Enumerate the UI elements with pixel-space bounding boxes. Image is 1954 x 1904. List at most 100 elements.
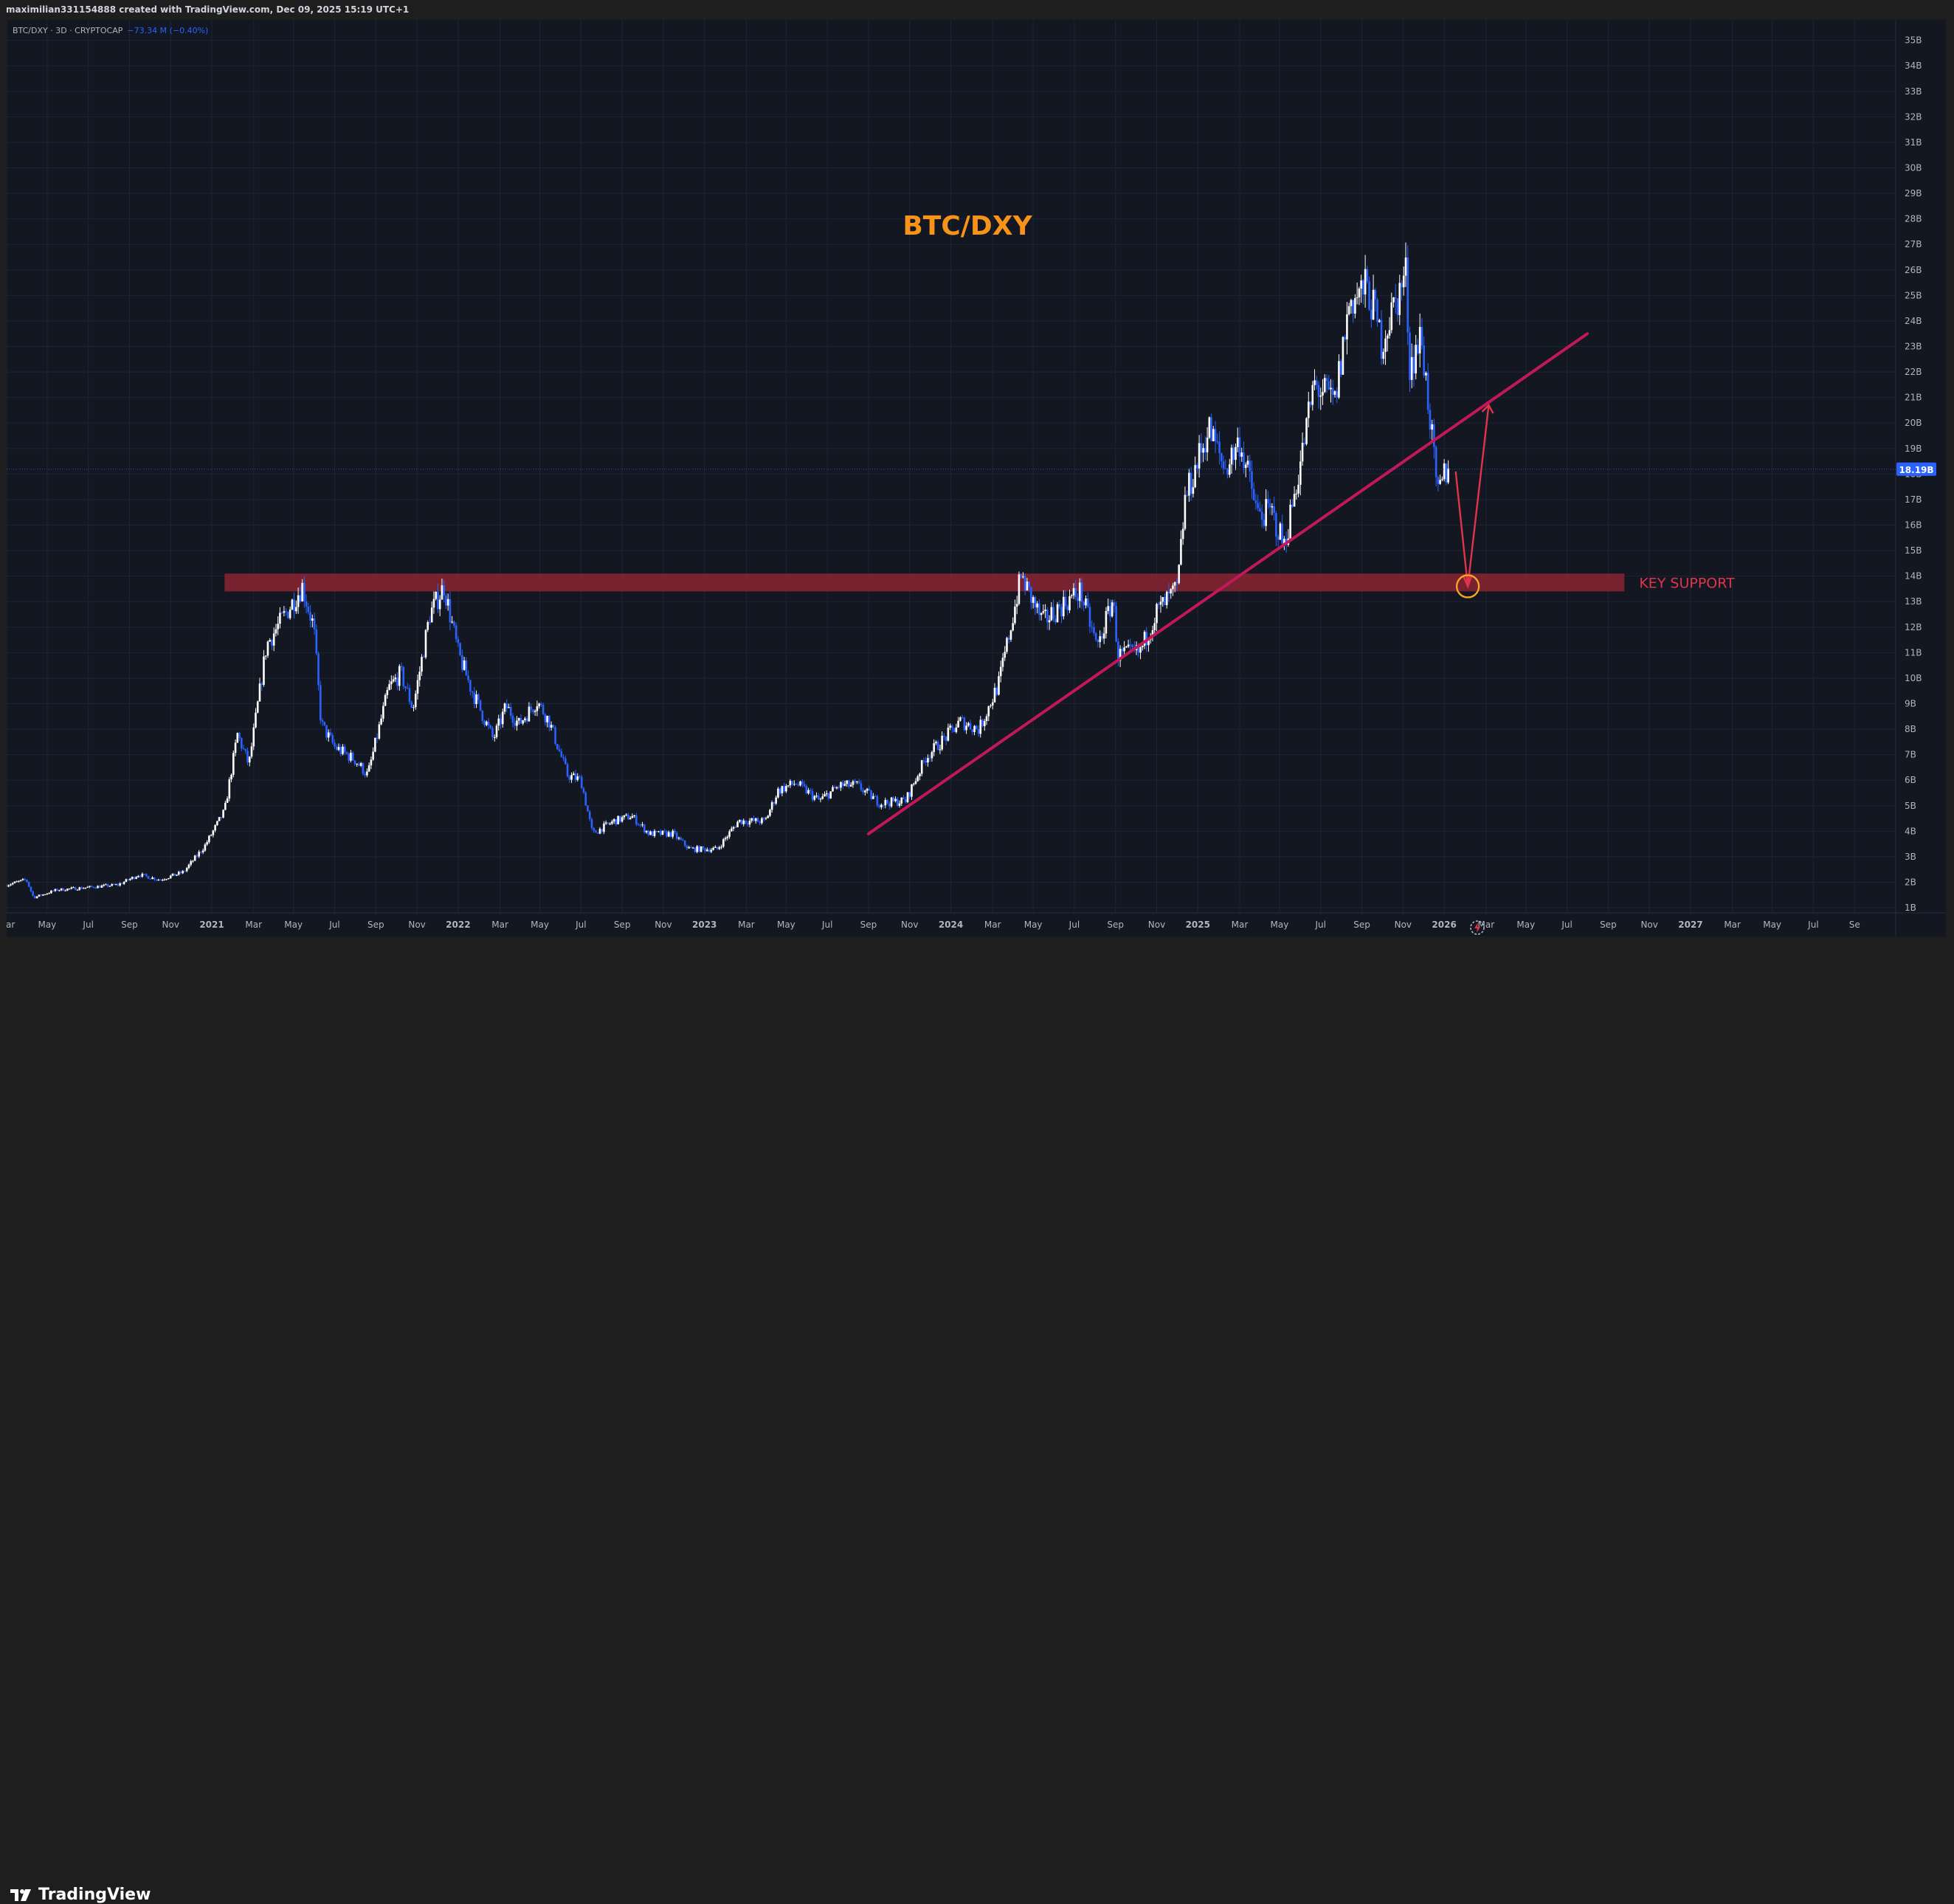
- candle-body: [1382, 351, 1385, 359]
- candle-body: [1339, 361, 1342, 375]
- candle-body: [641, 824, 643, 826]
- candle-body: [811, 791, 814, 800]
- btc-dxy-chart[interactable]: 35B 34B 33B 32B 31B 30B 29B 28B 27B 26B 25B 24B 23B 2…: [7, 20, 1946, 937]
- x-tick-label: Jul: [1561, 920, 1572, 930]
- candle-body: [56, 889, 58, 891]
- candle-body: [493, 737, 496, 738]
- candle-body: [669, 832, 672, 837]
- candle-body: [761, 818, 763, 824]
- candle-body: [179, 872, 182, 874]
- candle-body: [1254, 500, 1257, 503]
- candle-body: [356, 763, 358, 765]
- candle-body: [718, 847, 721, 849]
- candle-body: [1441, 479, 1443, 480]
- x-tick-label: Mar: [1232, 920, 1249, 930]
- symbol-info[interactable]: BTC/DXY · 3D · CRYPTOCAP: [13, 26, 123, 35]
- candle-body: [190, 860, 192, 865]
- candle-body: [416, 680, 419, 694]
- candle-body: [1277, 537, 1280, 540]
- candle-body: [1165, 591, 1168, 605]
- tradingview-logo[interactable]: TradingView: [9, 1886, 151, 1904]
- y-tick-label: 26B: [1905, 265, 1922, 275]
- candle-body: [898, 803, 901, 806]
- candle-body: [1018, 574, 1021, 604]
- candle-body: [421, 657, 423, 672]
- candle-body: [584, 793, 587, 806]
- candle-body: [860, 783, 863, 790]
- x-tick-label: May: [38, 920, 56, 930]
- candle-body: [372, 751, 374, 760]
- x-tick-label: May: [1516, 920, 1535, 930]
- x-tick-label: May: [1271, 920, 1289, 930]
- candle-body: [672, 830, 674, 837]
- candle-body: [509, 707, 512, 717]
- candle-body: [388, 684, 390, 691]
- x-tick-label: Mar: [1724, 920, 1741, 930]
- candle-body: [331, 735, 334, 743]
- candle-body: [690, 847, 692, 849]
- candle-body: [971, 729, 974, 732]
- candle-body: [1392, 297, 1395, 303]
- candle-body: [1354, 297, 1356, 314]
- candle-body: [414, 693, 417, 708]
- candle-body: [807, 790, 809, 794]
- x-tick-label: Sep: [121, 920, 138, 930]
- candle-body: [348, 753, 351, 761]
- x-tick-label: May: [1763, 920, 1781, 930]
- candle-body: [936, 742, 939, 751]
- candle-body: [256, 701, 259, 713]
- candle-body: [1412, 356, 1415, 373]
- x-tick-label: Nov: [655, 920, 672, 930]
- candle-body: [149, 878, 152, 880]
- candle-body: [1347, 306, 1350, 314]
- candle-body: [675, 832, 678, 839]
- candle-body: [987, 706, 990, 717]
- candle-body: [1170, 589, 1173, 594]
- candle-body: [525, 718, 528, 722]
- candle-body: [1188, 472, 1190, 496]
- candle-body: [835, 787, 838, 789]
- chart-container[interactable]: 35B 34B 33B 32B 31B 30B 29B 28B 27B 26B 25B 24B 23B 2…: [7, 20, 1946, 937]
- x-tick-label: 2021: [199, 920, 224, 930]
- up-arrow-head: [1481, 404, 1494, 414]
- candle-body: [378, 724, 381, 739]
- candle-body: [1356, 297, 1359, 298]
- candle-body: [819, 798, 822, 800]
- candle-body: [983, 720, 986, 727]
- candle-body: [791, 781, 793, 784]
- candle-body: [92, 886, 95, 889]
- candle-body: [621, 817, 624, 822]
- candle-body: [1364, 269, 1367, 294]
- candle-body: [1271, 506, 1274, 508]
- candle-body: [548, 715, 550, 728]
- candle-body: [770, 802, 773, 810]
- candle-body: [214, 825, 216, 831]
- candle-body: [979, 720, 982, 734]
- candle-body: [748, 821, 751, 825]
- candle-body: [951, 725, 953, 728]
- candle-body: [787, 785, 790, 787]
- x-tick-label: Jul: [1069, 920, 1080, 930]
- candle-body: [943, 736, 945, 737]
- candle-body: [963, 717, 966, 731]
- candle-body: [305, 601, 308, 607]
- candle-body: [283, 611, 286, 613]
- candle-body: [1105, 610, 1108, 634]
- candle-body: [473, 692, 476, 705]
- candle-body: [1074, 587, 1077, 598]
- candle-body: [105, 884, 107, 886]
- y-tick-label: 14B: [1905, 571, 1922, 582]
- candle-body: [1297, 484, 1299, 494]
- lightning-icon[interactable]: [1468, 919, 1486, 937]
- candle-body: [866, 788, 869, 791]
- candle-body: [364, 773, 366, 776]
- candle-body: [1325, 378, 1328, 382]
- candle-body: [1190, 472, 1192, 494]
- candle-body: [595, 830, 597, 833]
- candle-body: [674, 830, 676, 833]
- candle-body: [106, 884, 109, 887]
- candle-body: [941, 736, 943, 750]
- y-tick-label: 28B: [1905, 214, 1922, 224]
- candle-body: [210, 835, 213, 836]
- candle-body: [495, 725, 498, 737]
